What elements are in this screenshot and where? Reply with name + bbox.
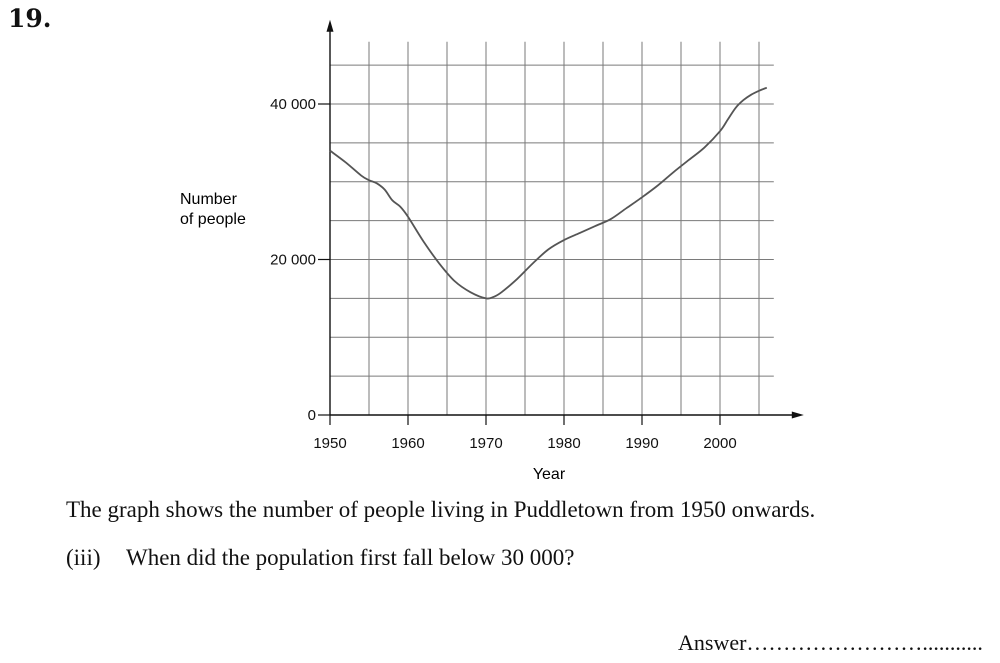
chart-grid: [330, 41, 774, 415]
question-text-row: (iii) When did the population first fall …: [66, 545, 574, 571]
population-line: [329, 86, 768, 300]
population-line-chart: 1950 1960 1970 1980 1990 2000 0 20 000 40 000 Ye…: [180, 19, 804, 483]
x-tick-label: 1960: [391, 435, 424, 452]
answer-line[interactable]: Answer……………………...........: [678, 630, 983, 655]
chart-series: [329, 86, 768, 300]
x-axis-label: Year: [533, 466, 566, 483]
y-axis-label-line2: of people: [180, 211, 246, 228]
x-tick-label: 1980: [547, 435, 580, 452]
x-tick-label: 2000: [703, 435, 736, 452]
chart-ticks: 1950 1960 1970 1980 1990 2000 0 20 000 40 000: [270, 96, 737, 452]
x-tick-label: 1950: [313, 435, 346, 452]
intro-text: The graph shows the number of people liv…: [66, 497, 816, 522]
chart-axes: [326, 19, 804, 419]
y-tick-label: 0: [308, 407, 316, 424]
y-axis-label-line1: Number: [180, 191, 238, 208]
x-axis-arrow: [791, 411, 804, 419]
y-axis-arrow: [326, 19, 334, 32]
x-tick-label: 1970: [469, 435, 502, 452]
y-tick-label: 20 000: [270, 252, 316, 269]
y-tick-label: 40 000: [270, 96, 316, 113]
question-label: (iii): [66, 545, 101, 570]
question-text: When did the population first fall below…: [126, 545, 575, 570]
question-number: 19.: [8, 4, 52, 33]
x-tick-label: 1990: [625, 435, 658, 452]
